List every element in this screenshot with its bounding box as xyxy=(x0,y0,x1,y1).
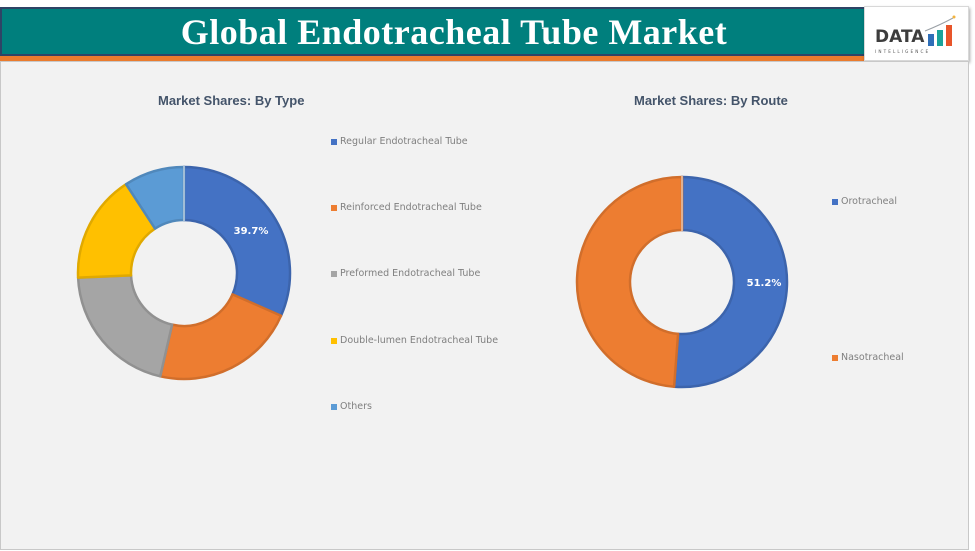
donut-slice-regular-endotracheal-tube xyxy=(182,165,292,317)
donut-slice-preformed-endotracheal-tube xyxy=(76,274,174,378)
legend-label: Nasotracheal xyxy=(841,352,904,363)
logo-tagline: INTELLIGENCE xyxy=(875,49,930,54)
legend-swatch-icon xyxy=(331,138,337,145)
legend-label: Preformed Endotracheal Tube xyxy=(340,268,481,279)
company-logo: DATA INTELLIGENCE xyxy=(864,6,969,61)
donut-slice-reinforced-endotracheal-tube xyxy=(158,293,283,381)
legend-swatch-icon xyxy=(331,337,337,344)
datam-intelligence-logo-icon: DATA INTELLIGENCE xyxy=(875,15,956,54)
legend-swatch-icon xyxy=(331,270,337,277)
legend-label: Reinforced Endotracheal Tube xyxy=(340,202,482,213)
donut-chart-by-route: 51.2% xyxy=(575,175,789,389)
legend-swatch-icon xyxy=(331,204,337,211)
content-panel xyxy=(0,61,969,550)
donut-slice-orotracheal xyxy=(672,175,789,389)
legend-label: Regular Endotracheal Tube xyxy=(340,136,468,147)
legend-item-nasotracheal: Nasotracheal xyxy=(832,352,904,363)
legend-item-double-lumen: Double-lumen Endotracheal Tube xyxy=(331,335,498,346)
chart-title-by-type: Market Shares: By Type xyxy=(158,93,305,108)
donut-slice-nasotracheal xyxy=(575,175,684,388)
legend-label: Double-lumen Endotracheal Tube xyxy=(340,335,499,346)
legend-swatch-icon xyxy=(832,198,838,205)
legend-item-preformed: Preformed Endotracheal Tube xyxy=(331,268,480,279)
slice-data-label: 39.7% xyxy=(234,226,269,237)
legend-swatch-icon xyxy=(832,354,838,361)
chart-title-by-route: Market Shares: By Route xyxy=(634,93,788,108)
legend-label: Others xyxy=(340,401,372,412)
logo-word: DATA xyxy=(875,27,925,47)
legend-item-others: Others xyxy=(331,401,372,412)
page-title: Global Endotracheal Tube Market xyxy=(180,11,728,52)
donut-chart-by-type: 39.7% xyxy=(76,165,292,381)
legend-item-reinforced: Reinforced Endotracheal Tube xyxy=(331,202,482,213)
header-accent-bar xyxy=(0,56,866,61)
header-banner: Global Endotracheal Tube Market xyxy=(0,7,866,56)
legend-swatch-icon xyxy=(331,403,337,410)
legend-label: Orotracheal xyxy=(841,196,897,207)
legend-item-regular: Regular Endotracheal Tube xyxy=(331,136,468,147)
legend-item-orotracheal: Orotracheal xyxy=(832,196,897,207)
slice-data-label: 51.2% xyxy=(747,278,782,289)
